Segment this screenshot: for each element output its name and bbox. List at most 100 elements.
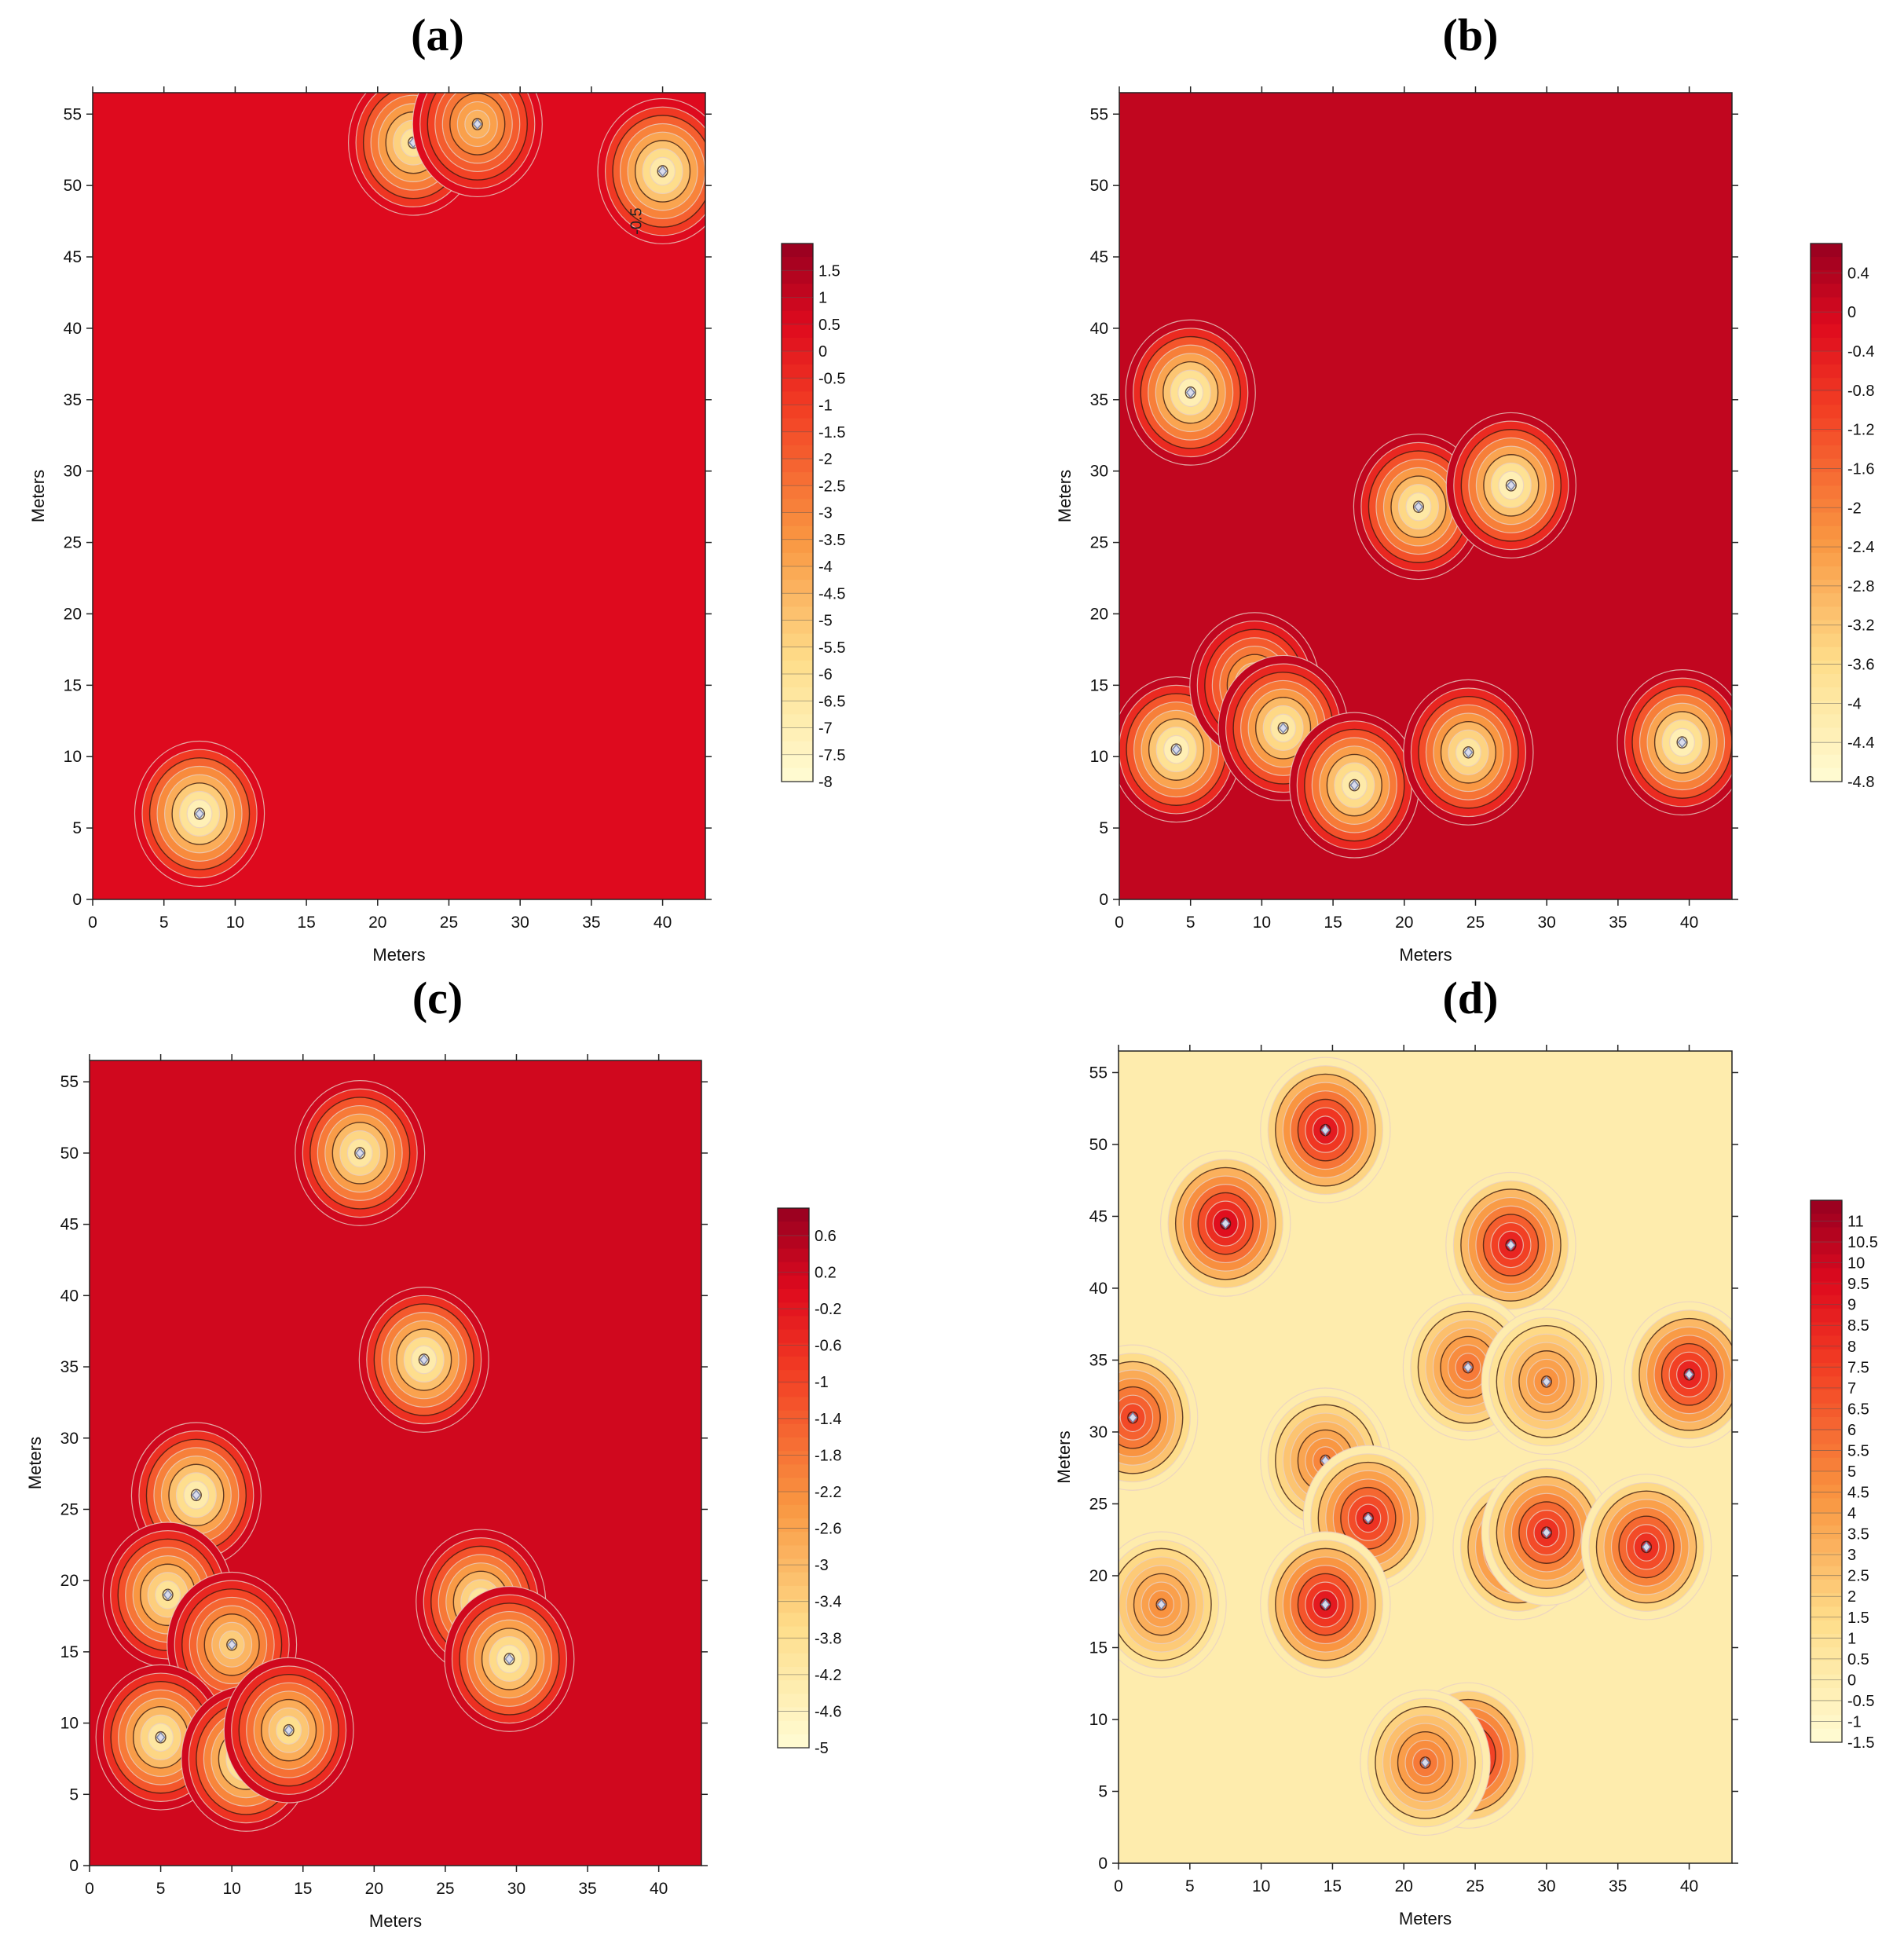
colorbar-tick-label: -3.6 — [1847, 657, 1874, 674]
colorbar-tick-label: -6.5 — [818, 693, 845, 710]
anomaly — [1624, 1301, 1732, 1448]
anomaly — [1617, 669, 1732, 816]
y-tick-label: 50 — [1090, 177, 1108, 195]
y-tick-label: 50 — [64, 177, 82, 195]
y-tick-label: 35 — [1089, 1351, 1108, 1369]
colorbar-tick-label: 6 — [1847, 1422, 1856, 1439]
y-tick-label: 45 — [64, 248, 82, 266]
contour-bands — [95, 1079, 575, 1832]
x-tick-label: 35 — [1609, 1877, 1627, 1895]
panel-title: (b) — [1443, 9, 1499, 60]
x-tick-label: 10 — [222, 1880, 240, 1898]
colorbar-tick-label: 0.4 — [1847, 265, 1869, 282]
y-tick-label: 15 — [60, 1643, 79, 1661]
x-axis-label: Meters — [1399, 945, 1452, 965]
y-tick-label: 15 — [1089, 1639, 1108, 1657]
colorbar-tick-label: -4 — [818, 558, 833, 576]
colorbar-tick-label: 7.5 — [1847, 1359, 1869, 1376]
y-tick-label: 35 — [64, 391, 82, 409]
y-tick-label: 45 — [1090, 248, 1108, 266]
colorbar-tick-label: -4.6 — [815, 1703, 841, 1720]
colorbar-tick-label: 3 — [1847, 1547, 1856, 1564]
colorbar-tick-label: -0.5 — [818, 370, 845, 387]
panel-d: (d)0 5 10 15 20 25 30 35 40051015202530354045505… — [1054, 972, 1878, 1928]
colorbar-tick-label: -1 — [1847, 1713, 1862, 1730]
y-axis-label: Meters — [1054, 1430, 1074, 1483]
anomaly — [1119, 1344, 1199, 1491]
colorbar-tick-label: 8 — [1847, 1339, 1856, 1356]
colorbar-tick-label: -4.8 — [1847, 774, 1874, 791]
colorbar-tick-label: -4 — [1847, 695, 1862, 712]
y-tick-label: 20 — [60, 1572, 79, 1590]
y-tick-label: 15 — [1090, 676, 1108, 694]
contour-annotation: -0.5 — [628, 207, 645, 234]
anomaly — [1403, 679, 1534, 826]
colorbar-tick-label: -6 — [818, 666, 833, 683]
y-tick-label: 20 — [64, 605, 82, 623]
x-tick-label: 25 — [440, 914, 458, 932]
x-tick-label: 15 — [294, 1880, 312, 1898]
y-tick-label: 5 — [69, 1785, 79, 1804]
anomaly — [1159, 1150, 1291, 1297]
anomaly — [1481, 1459, 1613, 1606]
x-tick-label: 5 — [159, 914, 169, 932]
colorbar-tick-label: -2.4 — [1847, 539, 1874, 556]
x-tick-label: 5 — [1185, 1877, 1195, 1895]
anomaly — [1260, 1531, 1391, 1678]
colorbar-tick-label: -4.2 — [815, 1667, 841, 1684]
colorbar-tick-label: 3.5 — [1847, 1526, 1869, 1544]
colorbar-tick-label: -2.5 — [818, 478, 845, 495]
y-tick-label: 40 — [1089, 1280, 1108, 1298]
x-tick-label: 25 — [436, 1880, 454, 1898]
anomaly — [1217, 654, 1349, 801]
colorbar-tick-label: -3.8 — [815, 1630, 841, 1647]
panel-title: (a) — [411, 9, 464, 60]
y-tick-label: 0 — [72, 891, 82, 909]
x-axis-label: Meters — [369, 1911, 422, 1931]
colorbar-tick-label: -3 — [815, 1557, 829, 1574]
contour-bands — [1119, 1057, 1732, 1837]
anomaly — [1360, 1689, 1491, 1837]
anomaly — [358, 1287, 489, 1433]
colorbar-tick-label: -7 — [818, 720, 833, 738]
y-tick-label: 10 — [1090, 748, 1108, 766]
colorbar-tick-label: -3.2 — [1847, 617, 1874, 635]
x-tick-label: 40 — [650, 1880, 668, 1898]
colorbar-tick-label: -5 — [818, 613, 833, 630]
y-tick-label: 55 — [1089, 1064, 1108, 1082]
x-tick-label: 35 — [1609, 914, 1627, 932]
y-tick-label: 30 — [60, 1430, 79, 1448]
y-tick-label: 25 — [60, 1500, 79, 1518]
colorbar-tick-label: 7 — [1847, 1380, 1856, 1397]
colorbar-tick-label: 9.5 — [1847, 1276, 1869, 1293]
y-tick-label: 25 — [64, 534, 82, 552]
anomaly — [444, 1586, 575, 1732]
colorbar-tick-label: -0.5 — [1847, 1693, 1874, 1710]
y-axis-label: Meters — [28, 470, 48, 522]
y-tick-label: 0 — [1098, 1855, 1108, 1873]
colorbar-tick-label: -1.5 — [818, 424, 845, 441]
y-tick-label: 40 — [1090, 320, 1108, 338]
x-tick-label: 30 — [1537, 1877, 1555, 1895]
y-tick-label: 5 — [1099, 819, 1108, 837]
colorbar: 0.6 0.2 -0.2 -0.6 -1 -1.4 -1.8 -2.2 -2.6 -3 -3.4 -3… — [777, 1207, 841, 1757]
x-tick-label: 20 — [1395, 1877, 1413, 1895]
x-tick-label: 40 — [654, 914, 672, 932]
panel-title: (c) — [412, 972, 463, 1024]
colorbar-tick-label: -4.4 — [1847, 734, 1874, 752]
y-tick-label: 35 — [1090, 391, 1108, 409]
colorbar-tick-label: -3.4 — [815, 1594, 841, 1611]
colorbar-tick-label: -3.5 — [818, 532, 845, 549]
y-tick-label: 5 — [72, 819, 82, 837]
y-tick-label: 30 — [1089, 1423, 1108, 1441]
colorbar-tick-label: 0.2 — [815, 1265, 837, 1282]
anomaly — [295, 1079, 426, 1226]
colorbar-tick-label: 0.5 — [818, 317, 840, 334]
colorbar-tick-label: 2.5 — [1847, 1568, 1869, 1585]
y-tick-label: 10 — [60, 1715, 79, 1733]
colorbar-tick-label: 2 — [1847, 1588, 1856, 1606]
colorbar-tick-label: 0.6 — [815, 1228, 837, 1245]
y-tick-label: 0 — [1099, 891, 1108, 909]
x-tick-label: 0 — [85, 1880, 94, 1898]
